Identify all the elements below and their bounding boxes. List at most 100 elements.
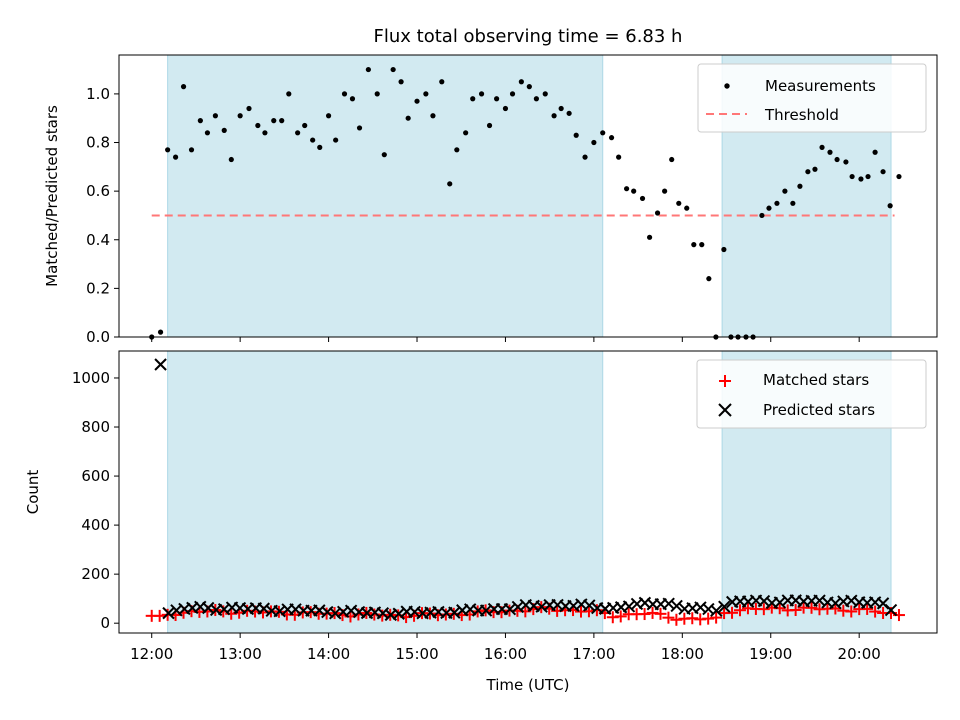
bottom-y-tick-label: 200 <box>81 565 110 583</box>
measurement-point <box>157 329 164 335</box>
matched-star-marker <box>654 607 667 620</box>
measurement-point <box>566 110 572 116</box>
measurement-point <box>834 156 840 163</box>
predicted-star-marker <box>710 604 723 617</box>
matched-star-marker <box>861 602 874 615</box>
measurement-point <box>255 122 261 129</box>
x-tick-label: 17:00 <box>572 645 615 663</box>
measurement-point <box>454 147 460 153</box>
measurement-point <box>262 130 268 136</box>
matched-star-marker <box>726 606 739 619</box>
measurement-point <box>317 144 323 150</box>
bottom-plot-frame <box>118 350 938 634</box>
measurement-point <box>228 156 234 163</box>
measurement-point <box>470 96 476 102</box>
matched-star-marker <box>845 605 858 618</box>
top-legend: Measurements Threshold <box>697 63 927 133</box>
measurement-point <box>759 212 765 219</box>
matched-star-marker <box>638 608 651 621</box>
measurement-point <box>414 98 420 104</box>
measurement-point <box>624 186 630 192</box>
x-tick-label: 18:00 <box>661 645 704 663</box>
measurement-point <box>865 173 871 180</box>
measurement-point <box>591 139 597 146</box>
measurement-point <box>676 200 682 206</box>
measurement-point <box>204 130 211 136</box>
matched-star-marker <box>662 611 675 624</box>
measurement-point <box>286 91 292 97</box>
chart-title: Flux total observing time = 6.83 h <box>374 26 683 47</box>
measurement-point <box>766 205 772 211</box>
top-y-tick-label: 0.8 <box>86 134 110 152</box>
measurement-point <box>237 113 243 119</box>
measurement-point <box>381 152 387 158</box>
measurement-point <box>691 242 697 248</box>
measurement-point <box>423 91 429 97</box>
predicted-star-marker <box>392 607 405 620</box>
predicted-star-marker <box>257 602 270 615</box>
bottom-y-tick-label: 600 <box>81 467 110 485</box>
bottom-legend: Matched stars Predicted stars <box>696 359 927 429</box>
matched-star-marker <box>153 609 166 622</box>
predicted-star-marker <box>162 606 175 620</box>
matched-star-marker <box>686 612 699 625</box>
measurement-point <box>573 132 579 138</box>
top-y-tick-label: 1.0 <box>86 85 110 103</box>
measurement-point <box>447 181 453 187</box>
bottom-shade-band-0 <box>167 350 604 634</box>
measurement-point <box>533 96 540 102</box>
matched-star-marker <box>789 604 802 617</box>
measurement-point <box>212 113 218 119</box>
measurement-point <box>582 154 588 160</box>
matched-star-marker <box>702 612 715 625</box>
measurement-point <box>295 130 301 136</box>
matched-star-marker <box>773 602 786 615</box>
top-plot-frame <box>118 54 938 338</box>
measurement-point <box>819 144 825 150</box>
bottom-y-tick-label: 0 <box>100 614 110 632</box>
predicted-star-marker <box>448 606 461 619</box>
measurement-point <box>858 176 864 182</box>
measurement-point <box>721 246 727 253</box>
matched-legend-marker <box>719 375 731 387</box>
measurement-point <box>333 137 339 143</box>
measurement-point <box>662 188 668 194</box>
measurement-point <box>302 122 308 129</box>
bottom-legend-box <box>696 359 927 429</box>
top-y-ticks: 0.0 0.2 0.4 0.6 0.8 1.0 <box>86 85 119 346</box>
measurement-point <box>805 169 811 175</box>
bottom-y-tick-label: 400 <box>81 516 110 534</box>
measurement-point <box>463 130 469 136</box>
measurement-point <box>790 200 796 206</box>
measurement-point <box>608 135 615 141</box>
measurement-point <box>872 149 878 155</box>
predicted-star-markers <box>154 358 898 622</box>
measurement-point <box>172 154 179 160</box>
measurement-point <box>782 188 788 194</box>
measurement-point <box>430 113 436 119</box>
matched-star-marker <box>670 613 683 626</box>
bottom-y-tick-label: 1000 <box>72 369 110 387</box>
measurement-point <box>880 169 886 175</box>
matched-star-marker <box>733 604 746 617</box>
measurement-point <box>221 127 227 133</box>
top-y-tick-label: 0.0 <box>86 328 110 346</box>
matched-star-marker <box>757 603 770 616</box>
measurement-point <box>188 147 195 153</box>
predicted-star-marker <box>773 596 787 609</box>
measurement-point <box>502 105 509 112</box>
predicted-star-marker <box>718 600 731 613</box>
bottom-y-ticks: 0 200 400 600 800 1000 <box>72 369 119 632</box>
measurement-point <box>356 125 363 131</box>
measurement-point <box>310 137 316 143</box>
top-y-axis-label: Matched/Predicted stars <box>43 105 61 287</box>
measurement-points <box>149 66 902 340</box>
bottom-y-tick-label: 800 <box>81 418 110 436</box>
measurement-point <box>827 149 833 155</box>
bottom-panel: 0 200 400 600 800 1000 12:00 13:00 14:00 15:00 16… <box>24 350 938 694</box>
measurement-point <box>887 203 893 209</box>
measurement-point <box>439 79 445 85</box>
matched-star-marker <box>710 611 723 624</box>
x-tick-label: 20:00 <box>838 645 881 663</box>
measurement-point <box>478 91 485 97</box>
